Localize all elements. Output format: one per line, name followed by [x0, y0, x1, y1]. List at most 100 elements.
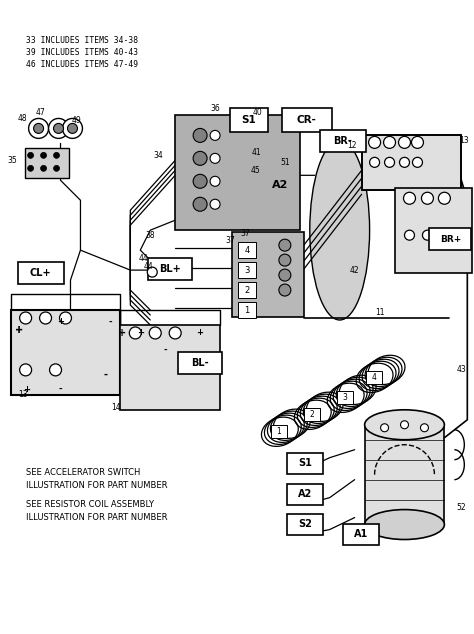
- Circle shape: [129, 327, 141, 339]
- Text: 38: 38: [146, 231, 155, 240]
- Bar: [238, 282, 256, 298]
- Bar: [365, 425, 445, 524]
- Bar: [304, 408, 320, 421]
- Bar: [238, 242, 256, 258]
- Text: BL+: BL+: [159, 264, 181, 274]
- Circle shape: [54, 165, 60, 171]
- Text: 12: 12: [347, 141, 356, 150]
- Text: 3: 3: [244, 266, 250, 275]
- Bar: [230, 108, 268, 133]
- Circle shape: [412, 157, 422, 167]
- Circle shape: [210, 176, 220, 186]
- Circle shape: [27, 165, 34, 171]
- Text: +: +: [15, 325, 23, 335]
- Bar: [287, 484, 323, 505]
- Text: -: -: [164, 346, 167, 354]
- Circle shape: [384, 157, 394, 167]
- Bar: [25, 148, 70, 178]
- Text: SEE RESISTOR COIL ASSEMBLY: SEE RESISTOR COIL ASSEMBLY: [26, 500, 154, 508]
- Bar: [362, 136, 461, 190]
- Circle shape: [381, 424, 389, 432]
- Text: S2: S2: [298, 519, 312, 529]
- Text: 46 INCLUDES ITEMS 47-49: 46 INCLUDES ITEMS 47-49: [26, 60, 138, 68]
- Text: CL+: CL+: [30, 268, 51, 278]
- Circle shape: [420, 424, 428, 432]
- Text: 39 INCLUDES ITEMS 40-43: 39 INCLUDES ITEMS 40-43: [26, 48, 138, 56]
- Circle shape: [41, 165, 46, 171]
- Text: 44: 44: [138, 254, 148, 262]
- Text: SEE ACCELERATOR SWITCH: SEE ACCELERATOR SWITCH: [26, 468, 140, 477]
- Text: 45: 45: [251, 166, 261, 175]
- Text: 1: 1: [244, 306, 250, 314]
- Circle shape: [383, 136, 395, 148]
- Text: -: -: [103, 370, 108, 380]
- Circle shape: [19, 364, 32, 376]
- Circle shape: [422, 230, 432, 240]
- Bar: [232, 232, 304, 317]
- Bar: [11, 310, 120, 395]
- Text: +: +: [15, 325, 23, 335]
- Text: -: -: [109, 318, 112, 327]
- Text: 35: 35: [8, 156, 18, 165]
- Text: 33 INCLUDES ITEMS 34-38: 33 INCLUDES ITEMS 34-38: [26, 36, 138, 44]
- Text: ILLUSTRATION FOR PART NUMBER: ILLUSTRATION FOR PART NUMBER: [26, 481, 167, 489]
- Circle shape: [279, 239, 291, 251]
- Text: 13: 13: [459, 136, 469, 145]
- Circle shape: [48, 119, 69, 138]
- Text: 11: 11: [375, 307, 384, 316]
- Text: A1: A1: [354, 529, 368, 539]
- Text: 1: 1: [276, 427, 281, 436]
- Circle shape: [210, 199, 220, 209]
- Circle shape: [370, 157, 380, 167]
- Bar: [148, 258, 192, 280]
- Text: A2: A2: [272, 180, 288, 190]
- Text: BR+: BR+: [440, 235, 461, 243]
- Circle shape: [439, 230, 449, 240]
- Circle shape: [34, 124, 44, 133]
- Circle shape: [40, 312, 52, 324]
- Circle shape: [60, 312, 72, 324]
- Text: 34: 34: [154, 151, 163, 160]
- Text: 2: 2: [244, 285, 250, 295]
- Bar: [343, 524, 379, 545]
- Text: 3: 3: [342, 393, 347, 402]
- Circle shape: [54, 152, 60, 158]
- Circle shape: [67, 124, 77, 133]
- Text: 43: 43: [456, 365, 466, 375]
- Circle shape: [147, 267, 157, 277]
- Text: +: +: [57, 318, 64, 327]
- Circle shape: [369, 136, 381, 148]
- Text: ILLUSTRATION FOR PART NUMBER: ILLUSTRATION FOR PART NUMBER: [26, 512, 167, 522]
- Circle shape: [279, 284, 291, 296]
- Text: 44: 44: [144, 262, 153, 271]
- Circle shape: [193, 197, 207, 211]
- Circle shape: [41, 152, 46, 158]
- Text: 49: 49: [72, 116, 82, 125]
- Bar: [394, 188, 472, 273]
- Text: 52: 52: [456, 503, 466, 512]
- Circle shape: [193, 174, 207, 188]
- Text: +: +: [137, 328, 144, 337]
- Bar: [337, 391, 353, 404]
- Circle shape: [50, 364, 62, 376]
- Circle shape: [403, 192, 416, 204]
- Text: 37: 37: [240, 229, 250, 238]
- Circle shape: [210, 131, 220, 140]
- Bar: [238, 262, 256, 278]
- Circle shape: [400, 157, 410, 167]
- Text: 37: 37: [225, 236, 235, 245]
- Bar: [120, 325, 220, 410]
- Text: 4: 4: [244, 245, 250, 255]
- Text: S1: S1: [242, 115, 256, 126]
- Bar: [287, 514, 323, 534]
- Circle shape: [421, 192, 433, 204]
- Ellipse shape: [365, 510, 445, 540]
- Bar: [362, 136, 461, 190]
- Bar: [365, 371, 382, 384]
- Text: 36: 36: [210, 104, 220, 113]
- Circle shape: [19, 312, 32, 324]
- Text: +: +: [23, 385, 30, 394]
- Bar: [11, 310, 120, 395]
- Bar: [18, 262, 64, 284]
- Text: 42: 42: [350, 266, 359, 275]
